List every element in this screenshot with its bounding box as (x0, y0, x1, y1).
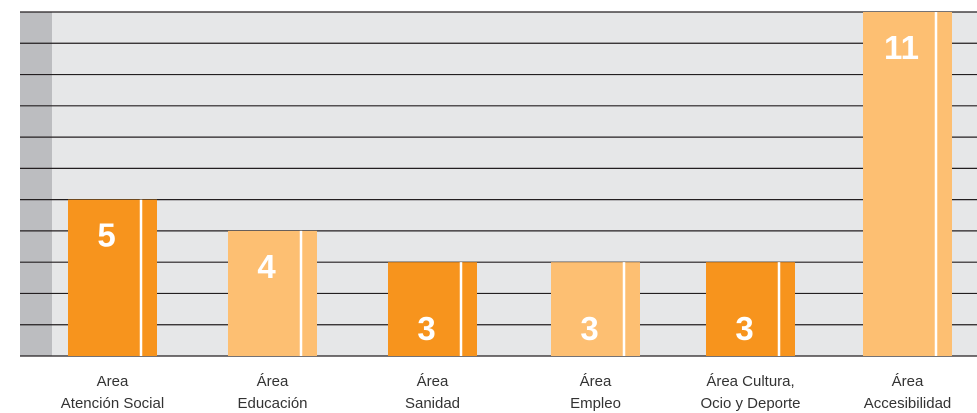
bars: 5 4 3 3 3 11 (68, 12, 952, 356)
bar-value-label: 3 (735, 310, 753, 347)
axis-band (20, 12, 52, 356)
bar-group: 3 (388, 262, 477, 356)
bar-value-label: 3 (580, 310, 598, 347)
category-label: Área Cultura, Ocio y Deporte (700, 373, 800, 412)
bar-group: 5 (68, 199, 157, 356)
bar-group: 3 (551, 262, 640, 356)
category-label: Área Sanidad (405, 373, 460, 412)
category-label: Área Empleo (570, 373, 621, 412)
bar-value-label: 3 (417, 310, 435, 347)
category-label: Área Accesibilidad (864, 373, 952, 412)
bar-value-label: 4 (257, 248, 276, 285)
plot-background (20, 12, 977, 356)
category-label: Área Educación (237, 373, 307, 412)
bar-value-label: 11 (884, 29, 919, 66)
gridlines (20, 11, 977, 357)
bar-group: 3 (706, 262, 795, 356)
bar-value-label: 5 (97, 217, 115, 254)
bar-group: 4 (228, 230, 317, 356)
category-label: Area Atención Social (61, 373, 164, 412)
bar-group: 11 (863, 12, 952, 356)
category-labels: Area Atención Social Área Educación Área Sani… (61, 373, 951, 412)
